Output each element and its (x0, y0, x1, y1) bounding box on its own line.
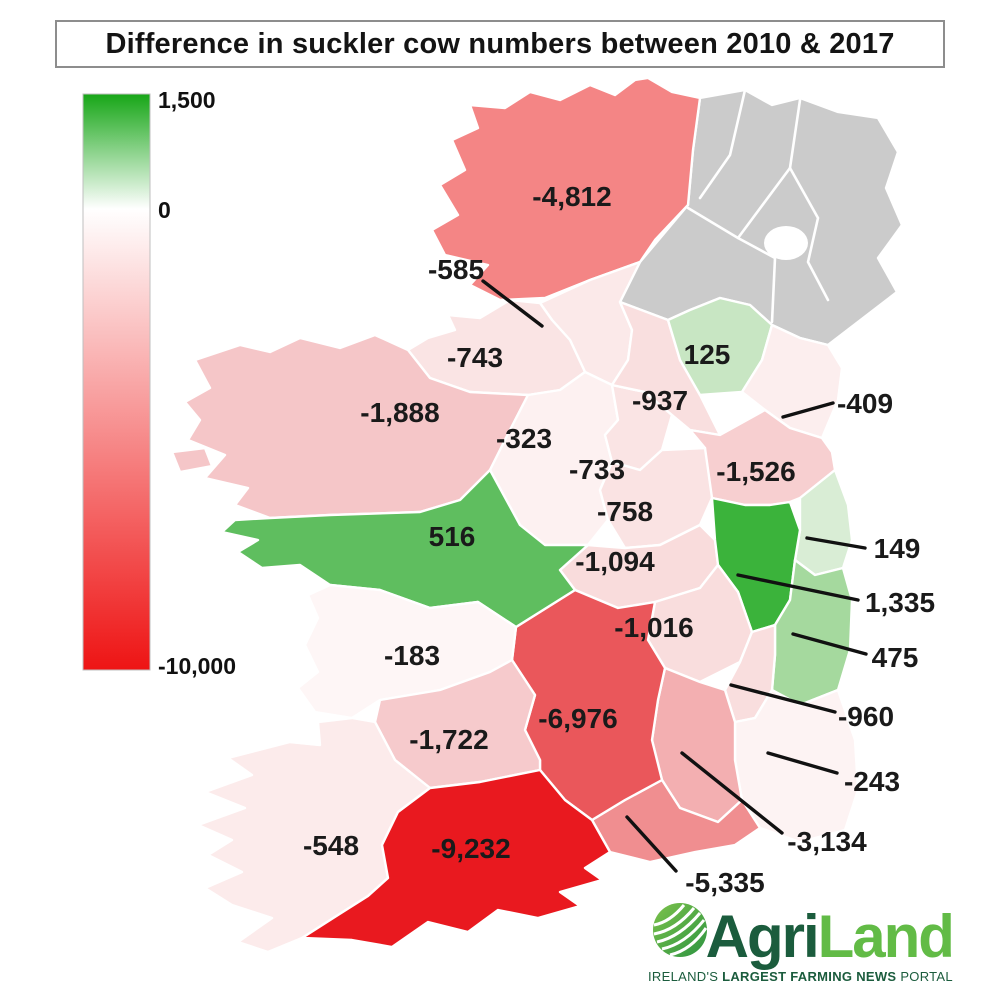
kerry-value-label: -548 (303, 830, 359, 861)
lough-neagh (764, 226, 808, 260)
cavan-value-label: -937 (632, 385, 688, 416)
tagline-part-1: IRELAND'S (648, 968, 723, 984)
northern-ireland (618, 88, 904, 347)
leader-line-wexford (766, 751, 839, 775)
monaghan-value-label: 125 (684, 339, 731, 370)
wexford-value-label: -243 (844, 766, 900, 797)
roscommon-value-label: -323 (496, 423, 552, 454)
ni-internal-border-4 (736, 166, 792, 240)
westmeath-value-label: -758 (597, 496, 653, 527)
legend-zero-label: 0 (158, 197, 171, 223)
legend-max-label: 1,500 (158, 87, 216, 113)
wordmark-land: Land (817, 902, 955, 970)
counties (170, 76, 860, 954)
louth-value-label: -409 (837, 388, 893, 419)
leader-line-wicklow (791, 632, 868, 656)
cork-value-label: -9,232 (431, 833, 510, 864)
legend-gradient-bar (82, 93, 151, 671)
value-labels: -4,812 -585 -743 -1,888 -937 125 -409 -3… (303, 181, 935, 898)
meath-value-label: -1,526 (716, 456, 795, 487)
mayo-value-label: -1,888 (360, 397, 439, 428)
tagline-part-2: LARGEST FARMING NEWS (722, 968, 897, 984)
legend-min-label: -10,000 (158, 653, 236, 679)
leader-line-kilkenny (680, 751, 784, 835)
county-donegal-region (430, 76, 702, 302)
county-cork-region (300, 768, 612, 949)
agriland-tagline: IRELAND'S LARGEST FARMING NEWS PORTAL (648, 969, 953, 984)
donegal-value-label: -4,812 (532, 181, 611, 212)
laois-value-label: -1,016 (614, 612, 693, 643)
limerick-value-label: -1,722 (409, 724, 488, 755)
agriland-wordmark: AgriLand (706, 906, 955, 967)
ni-internal-border-3 (686, 206, 777, 324)
clare-value-label: -183 (384, 640, 440, 671)
ni-internal-border-1 (698, 88, 747, 200)
agriland-wordmark-column: AgriLand IRELAND'S LARGEST FARMING NEWS … (648, 906, 955, 984)
leader-line-louth (781, 401, 835, 419)
leitrim-value-label: -585 (428, 254, 484, 285)
agriland-branding: AgriLand IRELAND'S LARGEST FARMING NEWS … (648, 900, 1000, 990)
leader-line-kildare (736, 573, 860, 602)
page-title: Difference in suckler cow numbers betwee… (105, 27, 895, 60)
leader-line-waterford (625, 815, 678, 873)
county-mayo-achill-island (170, 446, 214, 474)
legend: 1,500 0 -10,000 (82, 87, 236, 679)
waterford-value-label: -5,335 (685, 867, 764, 898)
sligo-value-label: -743 (447, 342, 503, 373)
wordmark-agri: Agri (705, 902, 820, 970)
kilkenny-value-label: -3,134 (787, 826, 867, 857)
ni-internal-border-2 (788, 98, 830, 302)
dublin-value-label: 149 (874, 533, 921, 564)
tagline-part-3: PORTAL (896, 968, 953, 984)
title-box: Difference in suckler cow numbers betwee… (55, 20, 945, 68)
leader-lines (481, 279, 868, 873)
tipperary-value-label: -6,976 (538, 703, 617, 734)
wicklow-value-label: 475 (872, 642, 919, 673)
leader-line-dublin (805, 536, 867, 550)
galway-value-label: 516 (429, 521, 476, 552)
leader-line-carlow (729, 683, 837, 714)
longford-value-label: -733 (569, 454, 625, 485)
offaly-value-label: -1,094 (575, 546, 655, 577)
kildare-value-label: 1,335 (865, 587, 935, 618)
carlow-value-label: -960 (838, 701, 894, 732)
leader-line-leitrim (481, 279, 544, 328)
